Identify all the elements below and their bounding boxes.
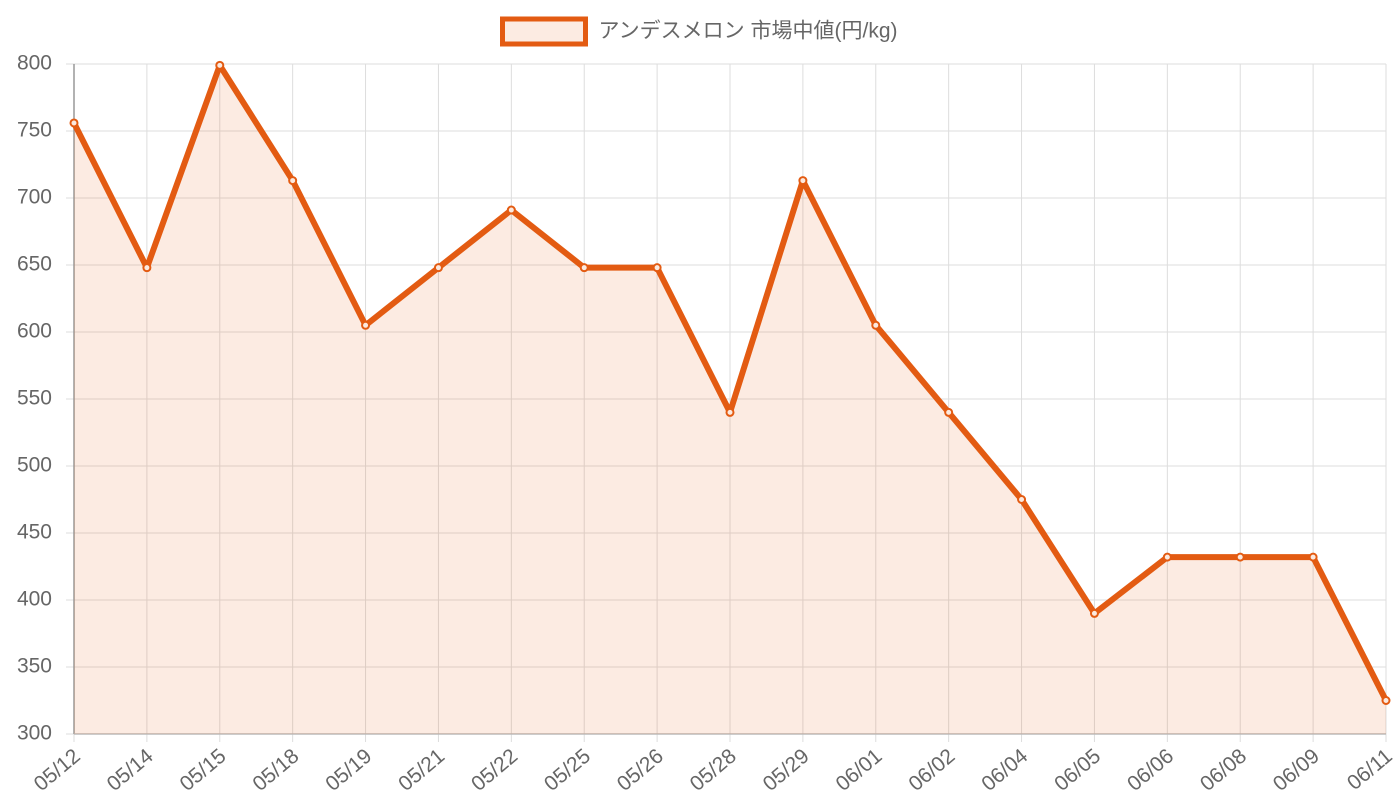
point: [725, 407, 735, 417]
point: [1089, 608, 1099, 618]
point: [142, 263, 152, 273]
x-tick-label: 05/21: [394, 744, 449, 795]
point: [433, 263, 443, 273]
x-tick-label: 05/22: [467, 744, 522, 795]
x-tick-label: 05/25: [540, 744, 595, 795]
y-tick-label: 300: [17, 722, 52, 745]
y-tick-label: 550: [17, 387, 52, 410]
x-tick-label: 06/08: [1196, 744, 1251, 795]
point: [288, 176, 298, 186]
x-tick-label: 05/15: [176, 744, 231, 795]
y-tick-label: 700: [17, 186, 52, 209]
x-tick-label: 05/28: [686, 744, 741, 795]
point: [1381, 696, 1391, 705]
y-tick-label: 400: [17, 588, 52, 611]
y-tick-label: 650: [17, 253, 52, 276]
point: [361, 320, 371, 330]
legend: アンデスメロン 市場中値(円/kg): [500, 16, 898, 47]
x-tick-label: 06/04: [977, 744, 1032, 796]
y-tick-label: 500: [17, 454, 52, 477]
point: [69, 118, 79, 128]
point: [1235, 552, 1245, 562]
y-tick-label: 450: [17, 521, 52, 544]
x-tick-label: 06/01: [832, 744, 887, 795]
y-tick-label: 800: [17, 52, 52, 75]
x-tick-label: 06/11: [1343, 744, 1397, 794]
point: [1162, 552, 1172, 562]
point: [1017, 495, 1027, 504]
x-tick-label: 05/18: [248, 744, 303, 795]
point: [579, 263, 589, 273]
x-tick-label: 05/19: [321, 744, 376, 795]
x-tick-label: 06/02: [904, 744, 959, 795]
x-tick-label: 05/29: [759, 744, 814, 795]
x-tick-label: 06/09: [1269, 744, 1324, 795]
x-tick-label: 06/06: [1123, 744, 1178, 795]
y-tick-label: 350: [17, 655, 52, 678]
legend-label: アンデスメロン 市場中値(円/kg): [599, 20, 898, 43]
legend-swatch: [500, 16, 588, 47]
x-tick-label: 05/14: [103, 744, 158, 796]
point: [944, 407, 954, 417]
point: [506, 205, 516, 215]
x-tick-label: 05/12: [30, 744, 85, 795]
point: [215, 60, 225, 70]
point: [1308, 552, 1318, 562]
area: [74, 65, 1386, 735]
point: [798, 176, 808, 186]
point: [871, 320, 881, 330]
y-tick-label: 600: [17, 320, 52, 343]
x-tick-label: 05/26: [613, 744, 668, 795]
y-tick-label: 750: [17, 119, 52, 142]
x-tick-label: 06/05: [1050, 744, 1105, 795]
point: [652, 263, 662, 273]
